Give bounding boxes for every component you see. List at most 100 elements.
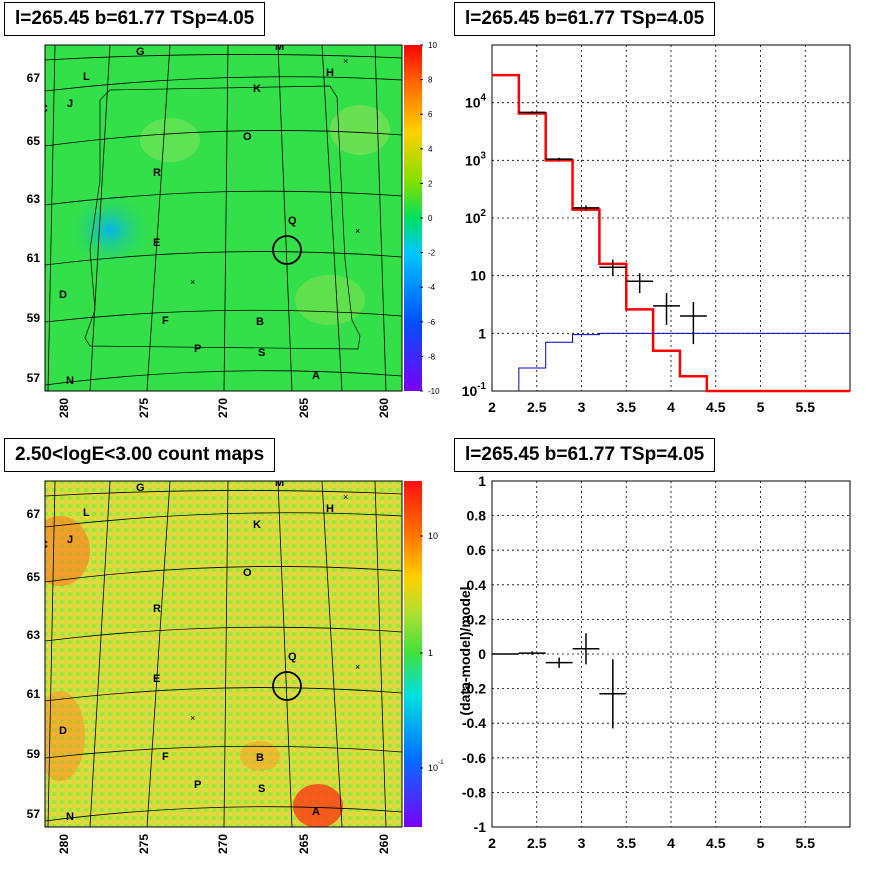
colorbar-tick-label: 6 [428, 110, 433, 119]
source-label-C: C [40, 103, 48, 115]
lat-tick-label: 61 [27, 251, 41, 265]
lon-tick-label: 260 [377, 398, 391, 418]
source-label-P: P [194, 779, 201, 791]
background-step-line [518, 332, 850, 391]
x-tick-label: 3 [578, 835, 586, 851]
y-tick-label: 0.6 [467, 542, 487, 558]
y-tick-label: 102 [465, 208, 487, 226]
source-label-S: S [258, 783, 265, 795]
source-label-C: C [40, 539, 48, 551]
x-tick-label: 2 [488, 835, 496, 851]
source-label-Q: Q [288, 651, 297, 663]
data-point [679, 301, 707, 345]
svg-text:×: × [190, 713, 195, 723]
y-tick-label: 103 [465, 150, 487, 168]
lon-tick-label: 275 [137, 398, 151, 418]
source-label-D: D [59, 289, 67, 301]
y-tick-label: 10 [470, 268, 486, 284]
colorbar-tick-label: 4 [428, 145, 433, 154]
source-label-S: S [258, 347, 265, 359]
x-tick-label: 4.5 [706, 399, 726, 415]
residual-map-title: l=265.45 b=61.77 TSp=4.05 [4, 2, 266, 36]
y-tick-label: 0 [478, 646, 486, 662]
spectrum-panel: 2 2.5 3 3.5 4 4.5 5 5.5 10-1 1 10 102 103 104 l=265.… [448, 0, 896, 436]
counts-map: × × × G M H L K C J O R Q E D F B P S N A 10 1 10-1 67 65 63 6… [27, 480, 444, 854]
x-tick-label: 4 [667, 399, 675, 415]
lon-tick-label: 260 [377, 834, 391, 854]
lat-tick-label: 57 [27, 371, 41, 385]
source-label-J: J [67, 98, 73, 110]
spectrum-title: l=265.45 b=61.77 TSp=4.05 [454, 2, 716, 36]
source-label-N: N [66, 811, 74, 823]
y-tick-label: 0.4 [467, 577, 487, 593]
lat-tick-label: 59 [27, 747, 41, 761]
x-tick-label: 4 [667, 835, 675, 851]
data-point [545, 157, 573, 161]
colorbar-tick-label: 2 [428, 179, 433, 188]
source-label-H: H [326, 67, 334, 79]
colorbar-tick-label: 10 [428, 41, 437, 50]
data-point [599, 259, 627, 276]
source-label-G: G [136, 482, 145, 494]
source-label-A: A [312, 806, 320, 818]
y-tick-label: 1 [478, 473, 486, 489]
colorbar-tick-label: -2 [428, 249, 436, 258]
counts-map-area [45, 481, 402, 827]
lon-tick-label: 270 [216, 834, 230, 854]
spectrum-chart: 2 2.5 3 3.5 4 4.5 5 5.5 10-1 1 10 102 103 104 [462, 44, 851, 415]
y-tick-label: -0.8 [462, 784, 486, 800]
lat-tick-label: 63 [27, 628, 41, 642]
source-label-E: E [153, 237, 160, 249]
source-label-R: R [153, 603, 161, 615]
colorbar-tick-label: 8 [428, 76, 433, 85]
x-tick-label: 2 [488, 399, 496, 415]
source-label-K: K [253, 519, 261, 531]
source-label-L: L [83, 71, 90, 83]
residual-map: × × × G M H L K C J O R Q E D F B P S N A 10 8 6 4 2 0 -2 -4 -6 -8… [27, 41, 440, 418]
counts-colorbar [404, 481, 422, 827]
source-label-F: F [162, 315, 169, 327]
source-label-A: A [312, 370, 320, 382]
colorbar-tick-label: -10 [428, 387, 440, 396]
residual-map-panel: × × × G M H L K C J O R Q E D F B P S N A 10 8 6 4 2 0 -2 -4 -6 -8… [0, 0, 448, 436]
lat-tick-label: 67 [27, 71, 41, 85]
source-label-N: N [66, 375, 74, 387]
lon-tick-label: 270 [216, 398, 230, 418]
y-tick-label: 0.2 [467, 611, 487, 627]
y-tick-label: 10-1 [462, 381, 487, 399]
data-point [518, 111, 546, 114]
source-label-Q: Q [288, 215, 297, 227]
source-label-G: G [136, 46, 145, 58]
y-tick-label: -1 [474, 819, 487, 835]
lat-tick-label: 63 [27, 192, 41, 206]
ratio-ylabel: (data-model)/model [457, 586, 473, 715]
source-label-O: O [243, 567, 252, 579]
ratio-chart: 2 2.5 3 3.5 4 4.5 5 5.5 1 0.8 0.6 0.4 0.2 0 -0.2 -0.4 -… [457, 473, 851, 851]
source-label-L: L [83, 507, 90, 519]
lat-tick-label: 57 [27, 807, 41, 821]
x-tick-label: 5 [757, 835, 765, 851]
x-tick-label: 4.5 [706, 835, 726, 851]
y-tick-label: 0.8 [467, 508, 487, 524]
lon-tick-label: 265 [297, 398, 311, 418]
x-tick-label: 3.5 [617, 399, 637, 415]
y-tick-label: -0.2 [462, 681, 486, 697]
source-label-R: R [153, 167, 161, 179]
lat-tick-label: 65 [27, 570, 41, 584]
source-label-O: O [243, 131, 252, 143]
colorbar-tick-label: -8 [428, 352, 436, 361]
colorbar-tick-label: 1 [428, 648, 433, 658]
x-tick-label: 2.5 [527, 835, 547, 851]
ratio-panel: 2 2.5 3 3.5 4 4.5 5 5.5 1 0.8 0.6 0.4 0.2 0 -0.2 -0.4 -… [448, 436, 896, 872]
source-label-J: J [67, 534, 73, 546]
data-point [572, 205, 600, 211]
counts-map-panel: × × × G M H L K C J O R Q E D F B P S N A 10 1 10-1 67 65 63 6… [0, 436, 448, 872]
svg-text:×: × [190, 277, 195, 287]
lon-tick-label: 265 [297, 834, 311, 854]
x-tick-label: 5.5 [796, 399, 816, 415]
lon-tick-label: 275 [137, 834, 151, 854]
lat-tick-label: 59 [27, 311, 41, 325]
source-label-B: B [256, 752, 264, 764]
x-tick-label: 5 [757, 399, 765, 415]
lon-tick-label: 280 [57, 834, 71, 854]
